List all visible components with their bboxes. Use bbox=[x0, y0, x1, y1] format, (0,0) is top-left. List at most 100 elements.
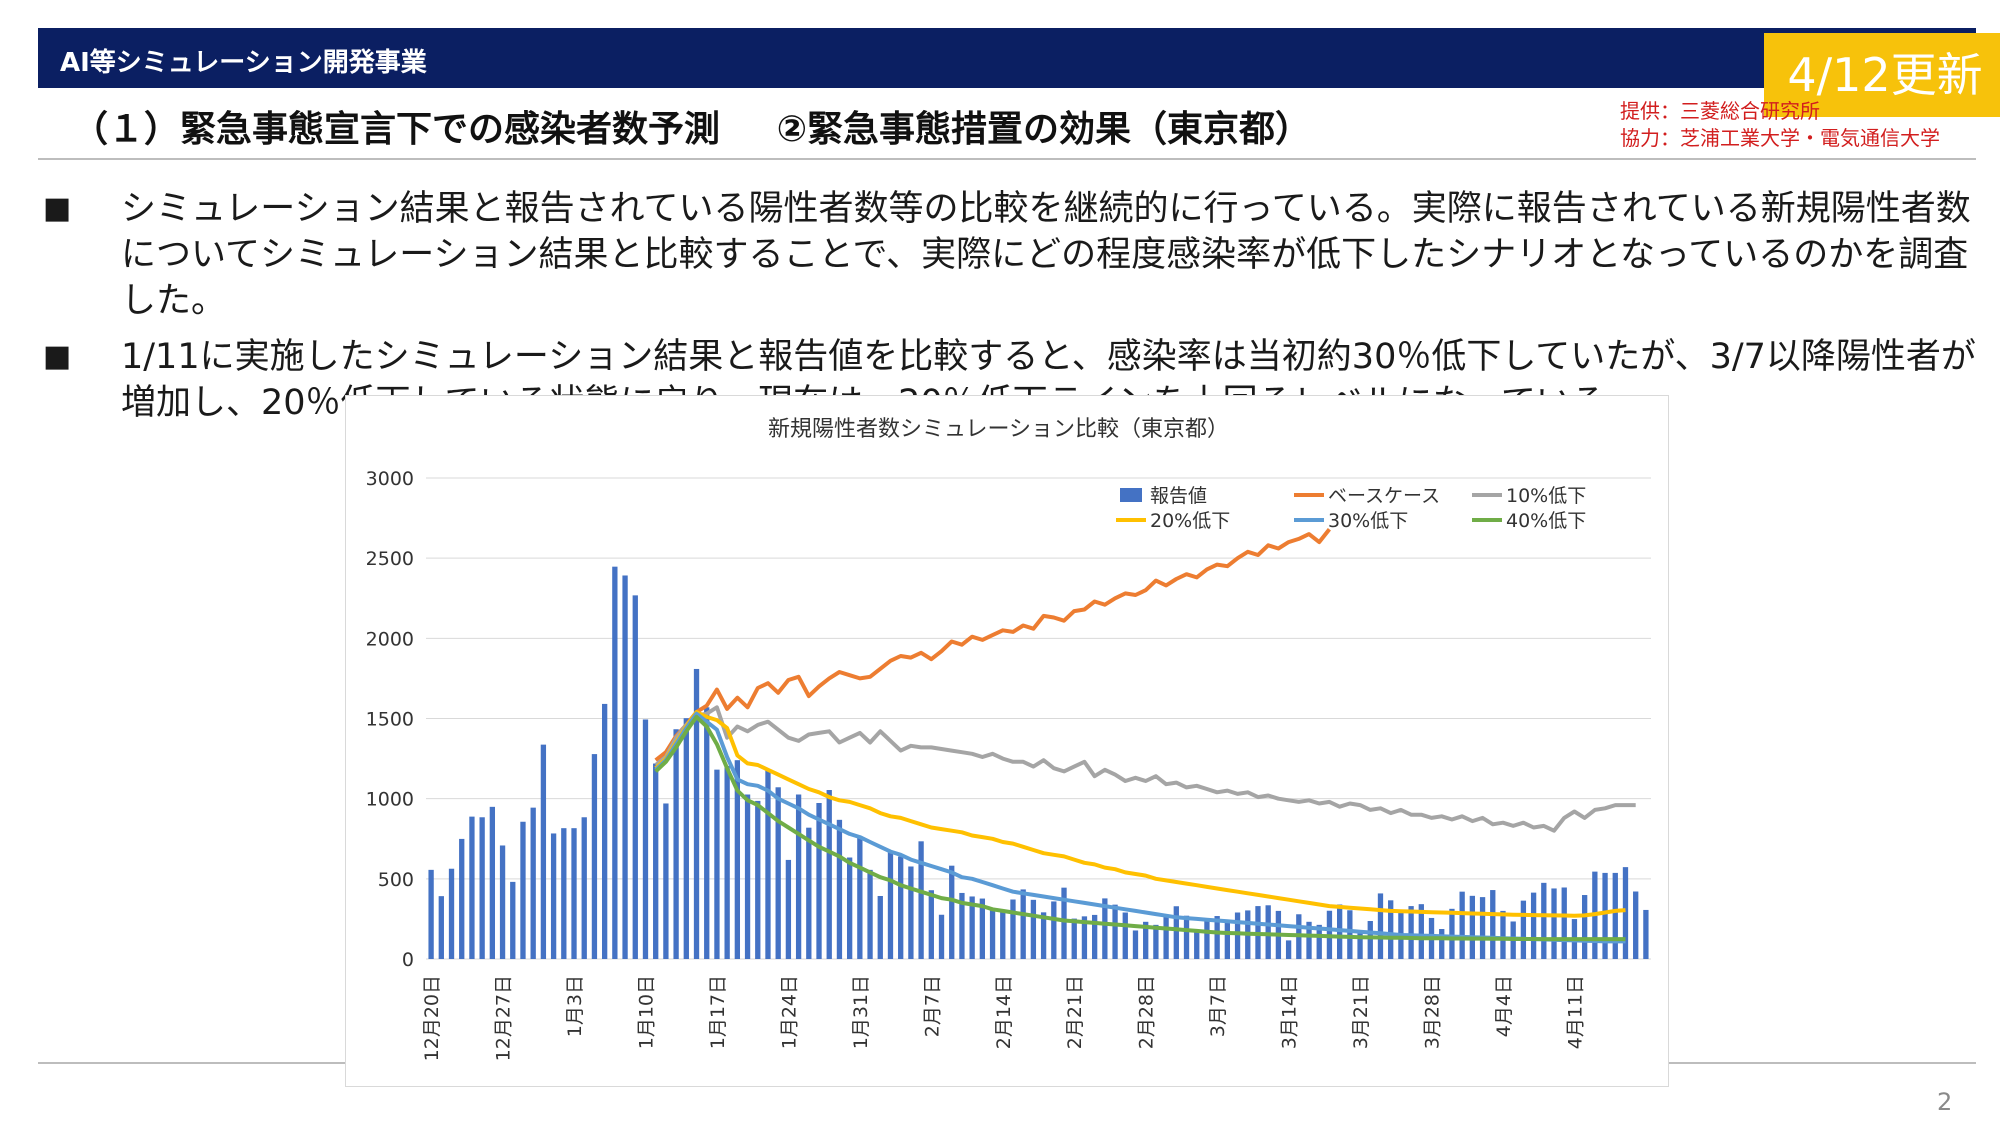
x-tick-label: 3月28日 bbox=[1422, 975, 1444, 1049]
bar bbox=[1204, 921, 1210, 959]
page-number: 2 bbox=[1937, 1088, 1953, 1116]
bar bbox=[1388, 900, 1394, 959]
bar bbox=[1112, 904, 1118, 959]
bar bbox=[428, 869, 434, 959]
bar bbox=[714, 769, 720, 959]
bar bbox=[571, 828, 577, 959]
series-line bbox=[654, 714, 1626, 942]
bar bbox=[704, 707, 710, 959]
bar bbox=[1265, 905, 1271, 959]
credits: 提供：三菱総合研究所 協力：芝浦工業大学・電気通信大学 bbox=[1620, 98, 1940, 152]
bar bbox=[1367, 921, 1373, 959]
bar bbox=[785, 859, 792, 959]
bar bbox=[1500, 910, 1506, 959]
section-heading: （１）緊急事態宣言下での感染者数予測 ②緊急事態措置の効果（東京都） bbox=[72, 100, 1311, 152]
bar bbox=[734, 760, 741, 959]
y-tick-label: 3000 bbox=[366, 468, 414, 490]
bar bbox=[816, 802, 822, 959]
bar bbox=[1357, 930, 1363, 959]
bar bbox=[489, 806, 496, 959]
bar bbox=[601, 703, 608, 959]
bar bbox=[1122, 912, 1128, 959]
bar bbox=[755, 800, 761, 959]
legend-label: 30%低下 bbox=[1328, 510, 1408, 532]
x-tick-label: 1月3日 bbox=[564, 975, 586, 1037]
bar bbox=[632, 595, 638, 959]
x-tick-label: 12月20日 bbox=[421, 975, 443, 1061]
bar bbox=[744, 794, 751, 959]
bar bbox=[1418, 904, 1424, 959]
bar bbox=[653, 763, 659, 959]
bar bbox=[1530, 892, 1537, 959]
bar bbox=[438, 896, 444, 959]
bar bbox=[887, 850, 894, 959]
y-tick-label: 0 bbox=[402, 949, 414, 971]
bar bbox=[724, 765, 730, 959]
bar bbox=[959, 892, 965, 959]
bar bbox=[908, 866, 914, 959]
x-tick-label: 4月4日 bbox=[1493, 975, 1515, 1037]
bar bbox=[612, 566, 618, 959]
bar bbox=[1132, 930, 1139, 959]
bar bbox=[1306, 921, 1312, 959]
bar bbox=[550, 833, 557, 959]
x-tick-label: 3月21日 bbox=[1350, 975, 1372, 1049]
bar bbox=[979, 898, 986, 959]
x-tick-label: 3月14日 bbox=[1279, 975, 1301, 1049]
bar bbox=[1143, 921, 1149, 959]
bar bbox=[1234, 912, 1241, 959]
bar bbox=[806, 827, 812, 959]
bar bbox=[1173, 906, 1179, 959]
x-tick-label: 3月7日 bbox=[1207, 975, 1229, 1037]
bar bbox=[1040, 912, 1047, 959]
section-subtitle: ②緊急事態措置の効果（東京都） bbox=[776, 109, 1312, 150]
bar bbox=[989, 909, 996, 959]
bar bbox=[693, 668, 700, 959]
bar bbox=[642, 719, 649, 959]
bullet-item: ■ シミュレーション結果と報告されている陽性者数等の比較を継続的に行っている。実… bbox=[38, 186, 1978, 324]
bar bbox=[969, 896, 975, 959]
x-tick-label: 12月27日 bbox=[493, 975, 515, 1061]
bar bbox=[1561, 887, 1567, 959]
bar bbox=[1633, 891, 1639, 959]
bar bbox=[1602, 872, 1608, 959]
bar bbox=[928, 890, 934, 959]
heading-divider bbox=[38, 158, 1976, 160]
bar bbox=[1010, 899, 1016, 959]
bar bbox=[1061, 887, 1067, 959]
chart-svg: 新規陽性者数シミュレーション比較（東京都） 0 500 1000 1500 2000 250… bbox=[366, 417, 1651, 1061]
bar bbox=[1030, 899, 1037, 959]
x-tick-label: 2月7日 bbox=[921, 975, 943, 1037]
x-tick-label: 1月10日 bbox=[635, 975, 657, 1049]
bar bbox=[1020, 889, 1026, 959]
bar bbox=[1163, 915, 1169, 959]
x-tick-label: 1月17日 bbox=[707, 975, 729, 1049]
bar bbox=[1541, 882, 1547, 959]
bar bbox=[1408, 906, 1414, 959]
bar bbox=[591, 754, 598, 959]
bar bbox=[1183, 915, 1190, 959]
bar bbox=[1214, 916, 1220, 959]
bullet-text: シミュレーション結果と報告されている陽性者数等の比較を継続的に行っている。実際に… bbox=[121, 189, 1971, 321]
x-tick-label: 2月14日 bbox=[993, 975, 1015, 1049]
legend-label: 10%低下 bbox=[1506, 485, 1586, 507]
x-tick-label: 2月21日 bbox=[1064, 975, 1086, 1049]
bar bbox=[1479, 897, 1486, 959]
y-tick-label: 1000 bbox=[366, 789, 414, 811]
bar bbox=[561, 828, 567, 959]
bar bbox=[540, 744, 547, 959]
bar bbox=[459, 838, 465, 959]
bar bbox=[1081, 916, 1088, 959]
x-tick-label: 1月31日 bbox=[850, 975, 872, 1049]
x-tick-label: 2月28日 bbox=[1136, 975, 1158, 1049]
bar bbox=[1520, 900, 1527, 959]
bar bbox=[1643, 909, 1649, 959]
bar bbox=[1490, 890, 1496, 959]
bar bbox=[846, 857, 853, 959]
bar bbox=[673, 729, 679, 959]
x-tick-label: 4月11日 bbox=[1564, 975, 1586, 1049]
bar bbox=[877, 895, 883, 959]
bar bbox=[1551, 888, 1557, 959]
bar bbox=[1316, 924, 1322, 959]
y-tick-label: 1500 bbox=[366, 709, 414, 731]
